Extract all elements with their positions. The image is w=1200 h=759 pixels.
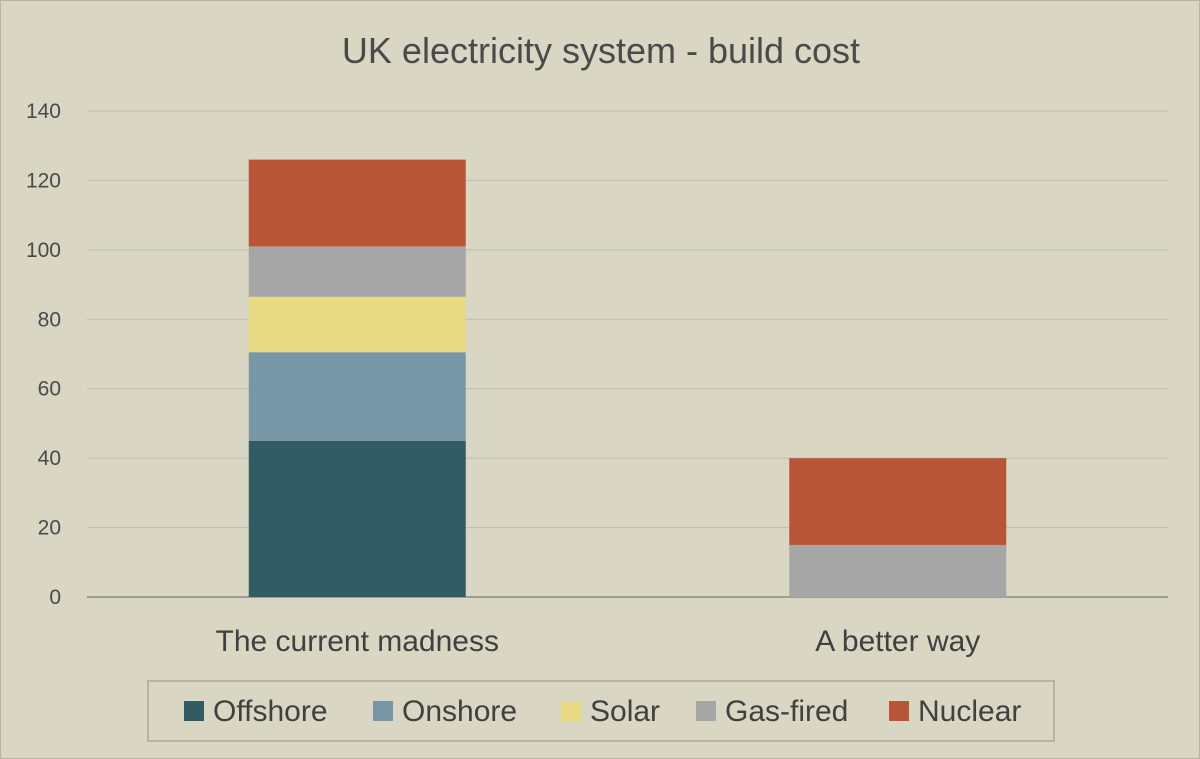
y-tick-label: 100 (26, 239, 61, 262)
legend: Offshore Onshore Solar Gas-fired Nuclear (147, 680, 1055, 742)
legend-label: Solar (590, 695, 660, 728)
bars (248, 159, 1007, 597)
chart-title: UK electricity system - build cost (342, 30, 860, 71)
legend-swatch (696, 701, 716, 721)
x-category-label: The current madness (216, 625, 499, 658)
bar-segment-solar (248, 296, 466, 353)
x-axis-ticks: The current madness A better way (216, 625, 981, 658)
legend-label: Offshore (213, 695, 328, 728)
legend-swatch (889, 701, 909, 721)
y-tick-label: 120 (26, 169, 61, 192)
legend-label: Onshore (402, 695, 517, 728)
bar-segment-nuclear (789, 458, 1007, 545)
bar-segment-nuclear (248, 159, 466, 247)
y-tick-label: 20 (38, 517, 61, 540)
legend-box (147, 680, 1055, 742)
bar-segment-onshore (248, 352, 466, 441)
bar-segment-gas-fired (248, 246, 466, 297)
y-tick-label: 0 (49, 586, 61, 609)
legend-label: Gas-fired (725, 695, 848, 728)
y-axis-ticks: 0 20 40 60 80 100 120 140 (26, 100, 61, 609)
bar-segment-gas-fired (789, 544, 1007, 597)
legend-swatch (561, 701, 581, 721)
y-tick-label: 60 (38, 378, 61, 401)
x-category-label: A better way (815, 625, 980, 658)
y-tick-label: 40 (38, 447, 61, 470)
bar-segment-offshore (248, 440, 466, 597)
y-tick-label: 80 (38, 308, 61, 331)
legend-label: Nuclear (918, 695, 1021, 728)
legend-swatch (373, 701, 393, 721)
legend-swatch (184, 701, 204, 721)
y-tick-label: 140 (26, 100, 61, 123)
